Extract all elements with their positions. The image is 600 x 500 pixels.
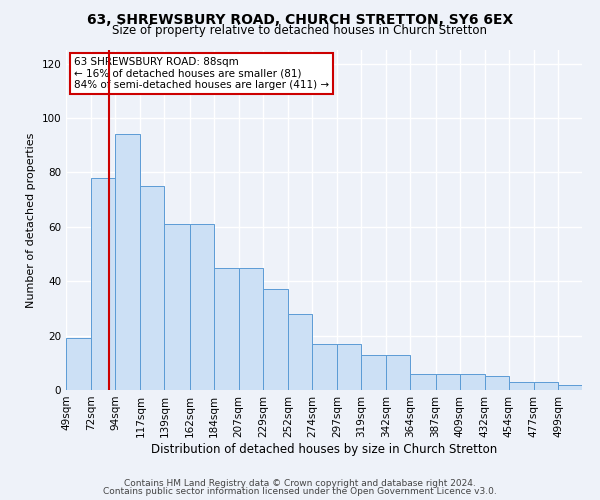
Bar bbox=[190, 224, 214, 390]
Bar bbox=[140, 186, 164, 390]
Text: Contains HM Land Registry data © Crown copyright and database right 2024.: Contains HM Land Registry data © Crown c… bbox=[124, 478, 476, 488]
Bar bbox=[509, 382, 534, 390]
Bar bbox=[115, 134, 140, 390]
Bar bbox=[164, 224, 190, 390]
Bar bbox=[410, 374, 436, 390]
Bar bbox=[214, 268, 239, 390]
Text: 63 SHREWSBURY ROAD: 88sqm
← 16% of detached houses are smaller (81)
84% of semi-: 63 SHREWSBURY ROAD: 88sqm ← 16% of detac… bbox=[74, 57, 329, 90]
Bar bbox=[436, 374, 460, 390]
Y-axis label: Number of detached properties: Number of detached properties bbox=[26, 132, 36, 308]
Text: Contains public sector information licensed under the Open Government Licence v3: Contains public sector information licen… bbox=[103, 487, 497, 496]
Bar bbox=[460, 374, 485, 390]
Bar bbox=[386, 354, 410, 390]
Bar bbox=[361, 354, 386, 390]
Bar bbox=[485, 376, 509, 390]
Text: Size of property relative to detached houses in Church Stretton: Size of property relative to detached ho… bbox=[113, 24, 487, 37]
Bar bbox=[263, 290, 288, 390]
Text: 63, SHREWSBURY ROAD, CHURCH STRETTON, SY6 6EX: 63, SHREWSBURY ROAD, CHURCH STRETTON, SY… bbox=[87, 12, 513, 26]
Bar bbox=[91, 178, 115, 390]
Bar bbox=[558, 384, 582, 390]
Bar bbox=[534, 382, 558, 390]
Bar bbox=[66, 338, 91, 390]
Bar bbox=[337, 344, 361, 390]
Bar bbox=[312, 344, 337, 390]
Bar bbox=[288, 314, 312, 390]
Bar bbox=[239, 268, 263, 390]
X-axis label: Distribution of detached houses by size in Church Stretton: Distribution of detached houses by size … bbox=[151, 442, 497, 456]
